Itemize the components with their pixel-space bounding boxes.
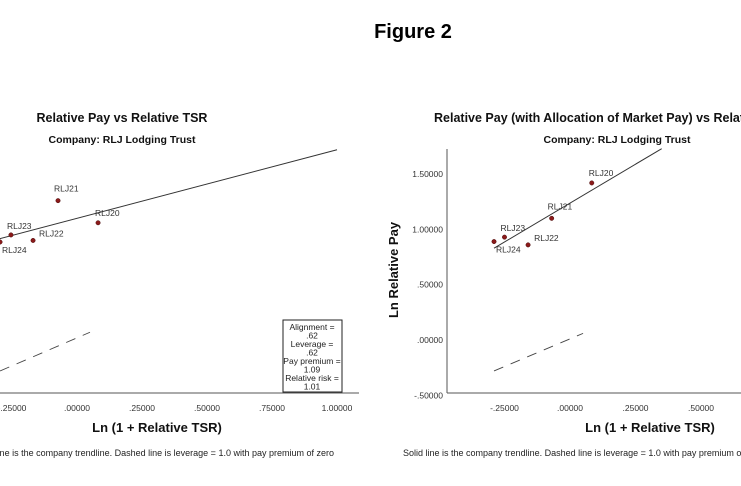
stats-line: Relative risk = (285, 373, 339, 383)
chart-left: Relative Pay vs Relative TSR Company: RL… (0, 111, 359, 458)
point-label: RLJ21 (54, 184, 79, 194)
leverage-reference-line (493, 332, 584, 372)
data-point (589, 180, 595, 186)
data-point (95, 220, 101, 226)
y-tick-label: -.50000 (414, 390, 443, 400)
x-tick-label: .25000 (129, 403, 155, 413)
x-tick-label: .00000 (64, 403, 90, 413)
x-tick-label: -.25000 (490, 403, 519, 413)
x-tick-label: .75000 (259, 403, 285, 413)
point-label: RLJ23 (501, 223, 526, 233)
stats-line: Alignment = (289, 322, 334, 332)
chart-note: Solid line is the company trendline. Das… (0, 448, 334, 458)
chart-subtitle: Company: RLJ Lodging Trust (544, 134, 691, 146)
x-tick-label: .00000 (557, 403, 583, 413)
x-axis-label: Ln (1 + Relative TSR) (585, 420, 715, 435)
data-point (502, 234, 507, 240)
x-tick-label: -.25000 (0, 403, 27, 413)
trendline (493, 148, 662, 249)
data-point (0, 239, 3, 245)
x-tick-label: .50000 (194, 403, 220, 413)
y-tick-label: .50000 (417, 280, 443, 290)
trendline (0, 149, 338, 240)
point-label: RLJ24 (2, 245, 27, 255)
stats-line: Leverage = (291, 339, 334, 349)
data-point (525, 242, 531, 248)
data-point (549, 215, 555, 221)
x-ticks: -.25000 .00000 .25000 .50000 (490, 403, 714, 413)
figure-title: Figure 2 (374, 21, 452, 43)
y-tick-label: .00000 (417, 335, 443, 345)
stats-line: 1.09 (304, 365, 321, 375)
stats-line: 1.01 (304, 382, 321, 392)
x-tick-label: .50000 (688, 403, 714, 413)
chart-title: Relative Pay vs Relative TSR (37, 111, 208, 125)
y-tick-label: 1.50000 (412, 169, 443, 179)
lines (493, 148, 662, 372)
point-label: RLJ21 (548, 201, 573, 211)
stats-line: Pay premium = (283, 356, 340, 366)
point-label: RLJ23 (7, 221, 32, 231)
stats-line: .62 (306, 331, 318, 341)
chart-subtitle: Company: RLJ Lodging Trust (49, 134, 196, 146)
data-point (8, 232, 14, 238)
y-axis-label: Ln Relative Pay (386, 221, 401, 318)
chart-title: Relative Pay (with Allocation of Market … (434, 111, 741, 125)
x-tick-label: 1.00000 (322, 403, 353, 413)
y-tick-label: 1.00000 (412, 224, 443, 234)
points: RLJ20 RLJ21 RLJ22 RLJ23 RLJ24 (491, 168, 614, 255)
point-label: RLJ24 (496, 245, 521, 255)
data-point (30, 238, 36, 243)
x-ticks: -.25000 .00000 .25000 .50000 .75000 1.00000 (0, 403, 353, 413)
data-point (55, 198, 61, 204)
chart-right: Relative Pay (with Allocation of Market … (386, 111, 741, 458)
point-label: RLJ22 (534, 233, 559, 243)
point-label: RLJ20 (589, 168, 614, 178)
stats-line: .62 (306, 348, 318, 358)
point-label: RLJ20 (95, 208, 120, 218)
leverage-reference-line (0, 331, 91, 372)
points: RLJ20 RLJ21 RLJ22 RLJ23 RLJ24 (0, 184, 120, 255)
data-point (491, 239, 497, 245)
chart-note: Solid line is the company trendline. Das… (403, 448, 741, 458)
stats-box: Alignment = .62 Leverage = .62 Pay premi… (282, 319, 343, 393)
stats-box-frame (282, 319, 343, 393)
lines (0, 149, 338, 372)
y-ticks: -.50000 .00000 .50000 1.00000 1.50000 (412, 169, 443, 400)
x-tick-label: .25000 (623, 403, 649, 413)
point-label: RLJ22 (39, 228, 64, 238)
x-axis-label: Ln (1 + Relative TSR) (92, 420, 222, 435)
